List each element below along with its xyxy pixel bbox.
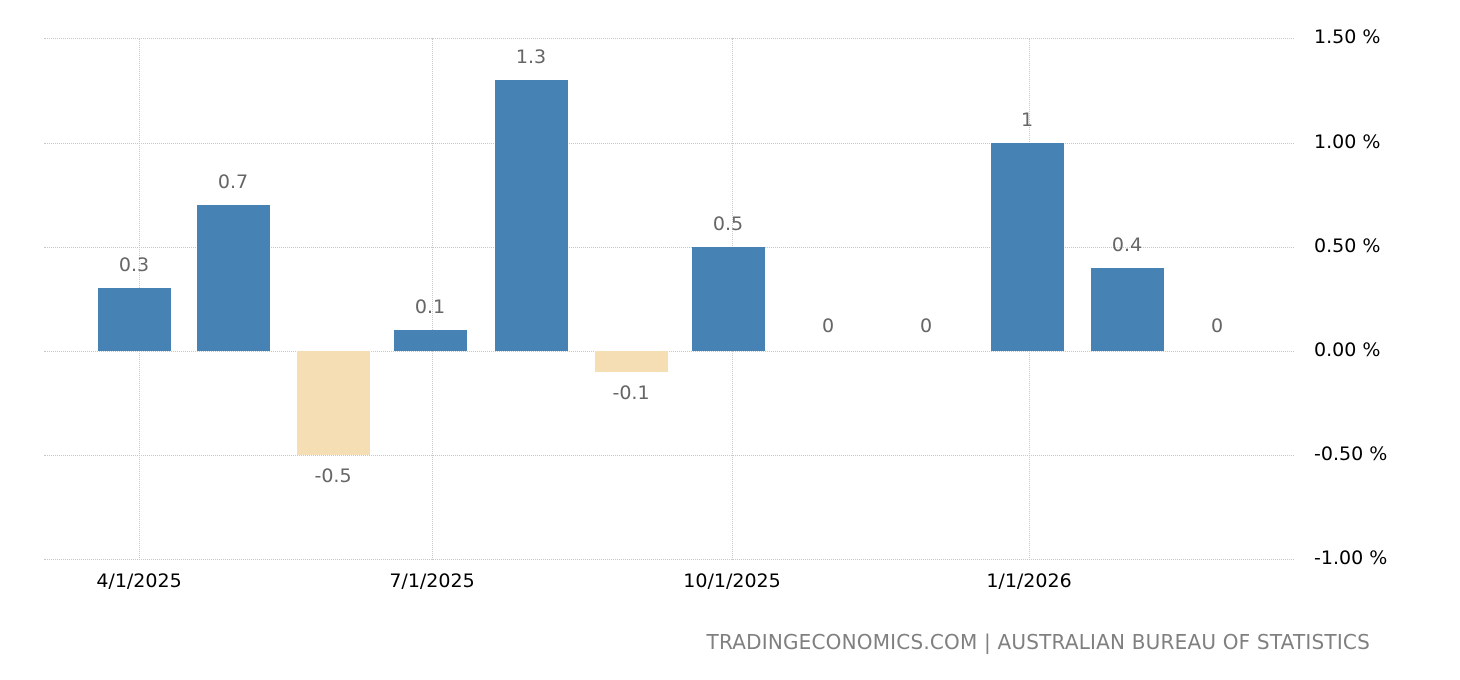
- bar-2025-09: [594, 351, 668, 372]
- y-tick-label: -0.50 %: [1314, 443, 1388, 465]
- v-grid-line: [432, 38, 433, 560]
- data-label: -0.1: [612, 381, 650, 404]
- data-label: 0.7: [217, 171, 249, 194]
- h-grid-line: [44, 559, 1294, 560]
- x-tick-label: 7/1/2025: [389, 570, 475, 592]
- data-label: -0.5: [314, 465, 352, 488]
- bar-2026-02: [1090, 267, 1164, 351]
- data-label: 0: [1210, 315, 1224, 337]
- bar-2025-06: [296, 351, 370, 456]
- data-label: 0.3: [118, 254, 150, 277]
- bar-2026-01: [990, 142, 1064, 351]
- h-grid-line: [44, 247, 1294, 248]
- y-tick-label: 0.50 %: [1314, 235, 1381, 257]
- h-grid-line: [44, 143, 1294, 144]
- source-footer: TRADINGECONOMICS.COM | AUSTRALIAN BUREAU…: [706, 630, 1370, 654]
- y-tick-label: 1.50 %: [1314, 26, 1381, 48]
- data-label: 0: [821, 315, 835, 337]
- bar-2025-10: [691, 246, 765, 351]
- x-tick-label: 1/1/2026: [986, 570, 1072, 592]
- data-label: 0: [919, 315, 933, 337]
- bar-2025-08: [494, 80, 568, 351]
- h-grid-line: [44, 351, 1294, 352]
- data-label: 1.3: [515, 46, 547, 69]
- data-label: 0.1: [414, 296, 446, 319]
- h-grid-line: [44, 38, 1294, 39]
- data-label: 0.5: [712, 212, 744, 235]
- bar-2025-05: [196, 205, 270, 351]
- bar-2025-07: [393, 330, 467, 351]
- data-label: 0.4: [1111, 233, 1143, 256]
- y-tick-label: 1.00 %: [1314, 131, 1381, 153]
- x-tick-label: 4/1/2025: [96, 570, 182, 592]
- data-label: 1: [1020, 108, 1034, 131]
- y-tick-label: 0.00 %: [1314, 339, 1381, 361]
- h-grid-line: [44, 455, 1294, 456]
- y-tick-label: -1.00 %: [1314, 547, 1388, 569]
- bar-2025-04: [97, 288, 171, 351]
- x-tick-label: 10/1/2025: [683, 570, 781, 592]
